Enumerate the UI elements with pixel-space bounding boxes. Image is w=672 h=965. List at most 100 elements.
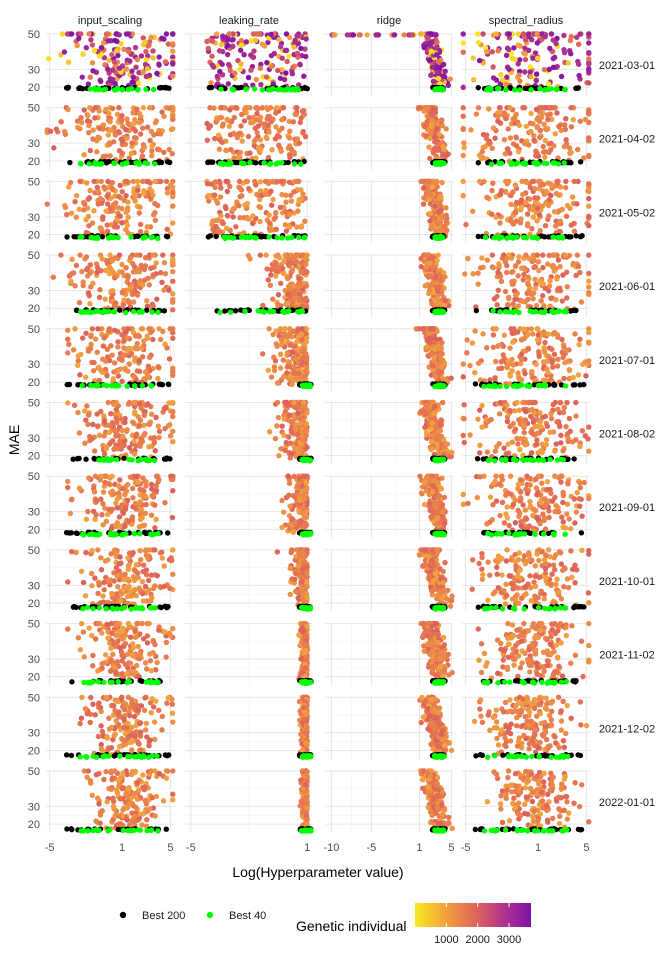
genetic-point: [84, 180, 89, 185]
genetic-point: [555, 286, 560, 291]
genetic-point: [303, 134, 308, 139]
genetic-point: [105, 179, 110, 184]
genetic-point: [465, 256, 470, 261]
genetic-point: [87, 105, 92, 110]
genetic-point: [425, 252, 430, 257]
genetic-point: [586, 284, 591, 289]
genetic-point: [225, 43, 230, 48]
genetic-point: [294, 105, 299, 110]
best-200-point: [571, 382, 576, 387]
genetic-point: [88, 284, 93, 289]
genetic-point: [112, 255, 117, 260]
genetic-point: [246, 186, 251, 191]
genetic-point: [104, 373, 109, 378]
genetic-point: [442, 298, 447, 303]
best-40-point: [143, 87, 148, 92]
best-40-point: [223, 236, 228, 241]
best-200-point: [474, 308, 479, 313]
best-40-point: [115, 235, 120, 240]
best-40-point: [280, 309, 285, 314]
genetic-point: [238, 123, 243, 128]
genetic-point: [467, 363, 472, 368]
genetic-point: [119, 262, 124, 267]
genetic-point: [83, 375, 88, 380]
genetic-point: [97, 378, 102, 383]
genetic-point: [168, 433, 173, 438]
genetic-point: [516, 31, 521, 36]
genetic-point: [516, 73, 521, 78]
genetic-point: [474, 111, 479, 116]
genetic-point: [234, 105, 239, 110]
genetic-point: [525, 297, 530, 302]
genetic-point: [103, 153, 108, 158]
best-40-point: [298, 162, 303, 167]
genetic-point: [461, 85, 466, 90]
genetic-point: [586, 56, 591, 61]
genetic-point: [115, 53, 120, 58]
genetic-point: [579, 299, 584, 304]
genetic-point: [476, 40, 481, 45]
genetic-point: [290, 65, 295, 70]
best-40-point: [543, 383, 548, 388]
genetic-point: [133, 345, 138, 350]
genetic-point: [141, 105, 146, 110]
genetic-point: [269, 64, 274, 69]
best-40-point: [220, 161, 225, 166]
genetic-point: [557, 264, 562, 269]
genetic-point: [269, 374, 274, 379]
genetic-point: [482, 144, 487, 149]
genetic-point: [542, 154, 547, 159]
genetic-point: [255, 31, 260, 36]
genetic-point: [489, 188, 494, 193]
genetic-point: [106, 132, 111, 137]
genetic-point: [549, 31, 554, 36]
best-40-point: [557, 308, 562, 313]
genetic-point: [285, 291, 290, 296]
genetic-point: [170, 336, 175, 341]
genetic-point: [86, 349, 91, 354]
best-40-point: [550, 234, 555, 239]
genetic-point: [268, 272, 273, 277]
genetic-point: [208, 80, 213, 85]
genetic-point: [583, 373, 588, 378]
genetic-point: [470, 55, 475, 60]
genetic-point: [531, 265, 536, 270]
genetic-point: [536, 268, 541, 273]
genetic-point: [158, 337, 163, 342]
genetic-point: [480, 31, 485, 36]
genetic-point: [304, 269, 309, 274]
genetic-point: [245, 201, 250, 206]
best-40-point: [262, 309, 267, 314]
genetic-point: [273, 215, 278, 220]
genetic-point: [461, 361, 466, 366]
best-40-point: [228, 309, 233, 314]
genetic-point: [262, 121, 267, 126]
best-40-point: [143, 234, 148, 239]
genetic-point: [500, 77, 505, 82]
genetic-point: [470, 209, 475, 214]
genetic-point: [552, 55, 557, 60]
genetic-point: [517, 376, 522, 381]
best-40-point: [492, 384, 497, 389]
genetic-point: [126, 49, 131, 54]
genetic-point: [525, 211, 530, 216]
genetic-point: [560, 207, 565, 212]
genetic-point: [534, 303, 539, 308]
genetic-point: [529, 369, 534, 374]
genetic-point: [505, 365, 510, 370]
genetic-point: [547, 278, 552, 283]
genetic-point: [555, 357, 560, 362]
best-40-point: [433, 160, 438, 165]
genetic-point: [103, 208, 108, 213]
genetic-point: [214, 31, 219, 36]
genetic-point: [111, 447, 116, 452]
genetic-point: [209, 54, 214, 59]
genetic-point: [533, 286, 538, 291]
genetic-point: [443, 219, 448, 224]
genetic-point: [168, 183, 173, 188]
genetic-point: [586, 50, 591, 55]
genetic-point: [238, 48, 243, 53]
genetic-point: [233, 224, 238, 229]
genetic-point: [170, 190, 175, 195]
genetic-point: [586, 279, 591, 284]
